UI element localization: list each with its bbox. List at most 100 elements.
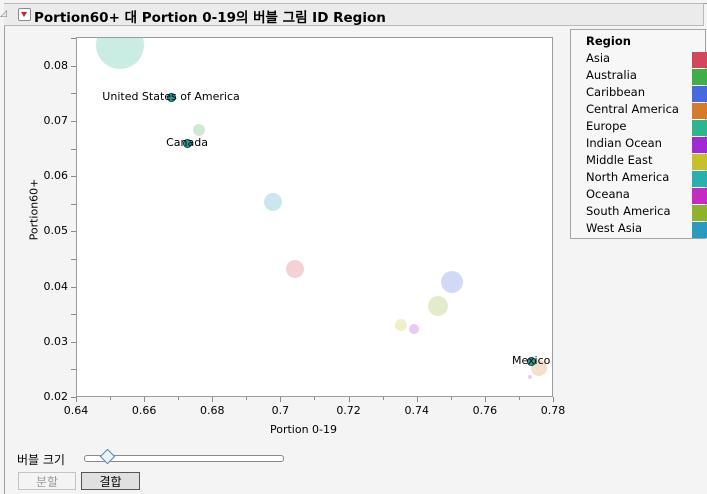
legend-title: Region [586, 34, 631, 48]
legend-item[interactable]: Indian Ocean [586, 136, 707, 153]
legend-item-label: Europe [586, 119, 627, 133]
legend-item-label: Caribbean [586, 85, 646, 99]
y-tick [71, 231, 76, 233]
y-tick [71, 65, 76, 67]
x-minor-tick [382, 397, 384, 400]
point-label: United States of America [102, 89, 240, 103]
y-tick [71, 286, 76, 288]
legend-item-label: South America [586, 204, 671, 218]
x-tick [144, 397, 146, 402]
legend-item-label: West Asia [586, 221, 643, 235]
point-united-states-of-america[interactable] [167, 92, 177, 102]
bubble-indian-ocean[interactable] [409, 324, 420, 334]
legend-item[interactable]: Middle East [586, 153, 707, 170]
x-tick-label: 0.72 [336, 404, 361, 417]
legend-item[interactable]: Asia [586, 51, 707, 68]
legend-item[interactable]: Australia [586, 68, 707, 85]
legend-item[interactable]: South America [586, 204, 707, 221]
legend-swatch [692, 52, 707, 68]
x-axis-title: Portion 0-19 [270, 423, 338, 436]
point-label: Canada [166, 135, 208, 149]
legend-swatch [692, 137, 707, 153]
legend-swatch [692, 69, 707, 85]
y-tick [71, 397, 76, 398]
bubble-size-label: 버블 크기 [17, 453, 65, 467]
y-minor-tick [71, 369, 76, 371]
legend-item-label: Oceana [586, 187, 630, 201]
legend-item[interactable]: Europe [586, 119, 707, 136]
bubble-central-america[interactable] [531, 360, 548, 377]
legend-swatch [692, 86, 707, 102]
legend-item-label: Australia [586, 68, 637, 82]
legend-item[interactable]: West Asia [586, 221, 707, 238]
x-tick [416, 397, 418, 402]
bubble-caribbean[interactable] [440, 271, 463, 294]
y-minor-tick [71, 314, 76, 316]
y-tick [71, 341, 76, 343]
y-minor-tick [71, 203, 76, 205]
split-button[interactable]: 분할 [18, 472, 76, 490]
bubble-size-slider[interactable] [84, 455, 284, 462]
legend-item-label: Asia [586, 51, 611, 65]
legend-item-label: Middle East [586, 153, 653, 167]
point-mexico[interactable] [527, 357, 537, 367]
x-tick-label: 0.74 [404, 404, 429, 417]
legend-item[interactable]: Central America [586, 102, 707, 119]
legend-item-label: Central America [586, 102, 679, 116]
disclosure-triangle-icon[interactable]: ◿ [0, 9, 7, 19]
y-minor-tick [71, 38, 76, 40]
x-minor-tick [110, 397, 111, 400]
legend-swatch [692, 222, 707, 238]
bubble-south-america[interactable] [428, 295, 449, 316]
x-minor-tick [246, 397, 248, 400]
y-minor-tick [71, 148, 76, 150]
legend-swatch [692, 205, 707, 221]
bubble-west-asia[interactable] [264, 193, 283, 212]
x-tick [348, 397, 350, 402]
bubble-middle-east[interactable] [394, 319, 407, 332]
x-tick-label: 0.76 [472, 404, 498, 417]
x-tick [553, 397, 554, 402]
bubble-australia[interactable] [192, 123, 205, 136]
y-tick-label: 0.08 [43, 58, 69, 72]
y-tick-label: 0.06 [43, 169, 69, 183]
merge-button[interactable]: 결합 [81, 472, 140, 490]
legend: Region Asia Australia Caribbean Central Ame… [570, 29, 707, 239]
legend-item[interactable]: Caribbean [586, 85, 707, 102]
red-triangle-menu-icon[interactable] [18, 8, 31, 21]
x-minor-tick [314, 397, 316, 400]
y-tick-label: 0.05 [43, 224, 69, 238]
y-minor-tick [71, 93, 76, 95]
x-tick-label: 0.66 [131, 404, 157, 417]
x-tick-label: 0.7 [271, 404, 290, 417]
y-tick-label: 0.07 [43, 114, 69, 127]
legend-swatch [692, 154, 707, 170]
point-canada[interactable] [183, 138, 193, 148]
plot-area[interactable]: United States of America Canada Mexico [76, 37, 553, 397]
bubble-europe[interactable] [95, 38, 144, 69]
x-minor-tick [450, 397, 452, 400]
x-minor-tick [518, 397, 520, 400]
legend-swatch [692, 188, 707, 204]
x-tick-label: 0.78 [540, 404, 566, 417]
y-tick-label: 0.04 [43, 279, 69, 293]
legend-swatch [692, 120, 707, 136]
x-tick-label: 0.64 [63, 404, 89, 417]
y-tick [71, 121, 76, 122]
bubble-oceana[interactable] [528, 375, 533, 380]
y-tick-label: 0.02 [43, 390, 69, 403]
y-minor-tick [71, 259, 76, 260]
x-tick [484, 397, 486, 402]
y-tick-label: 0.03 [43, 334, 69, 348]
bubble-asia[interactable] [286, 259, 305, 278]
legend-swatch [692, 171, 707, 187]
legend-item[interactable]: North America [586, 170, 707, 187]
report-title: Portion60+ 대 Portion 0-19의 버블 그림 ID Regi… [34, 10, 386, 26]
title-bar: ◿ Portion60+ 대 Portion 0-19의 버블 그림 ID Re… [0, 3, 704, 26]
legend-item[interactable]: Oceana [586, 187, 707, 204]
x-minor-tick [178, 397, 180, 400]
x-tick [212, 397, 214, 402]
legend-item-label: North America [586, 170, 670, 184]
legend-item-label: Indian Ocean [586, 136, 662, 150]
x-tick [76, 397, 77, 402]
